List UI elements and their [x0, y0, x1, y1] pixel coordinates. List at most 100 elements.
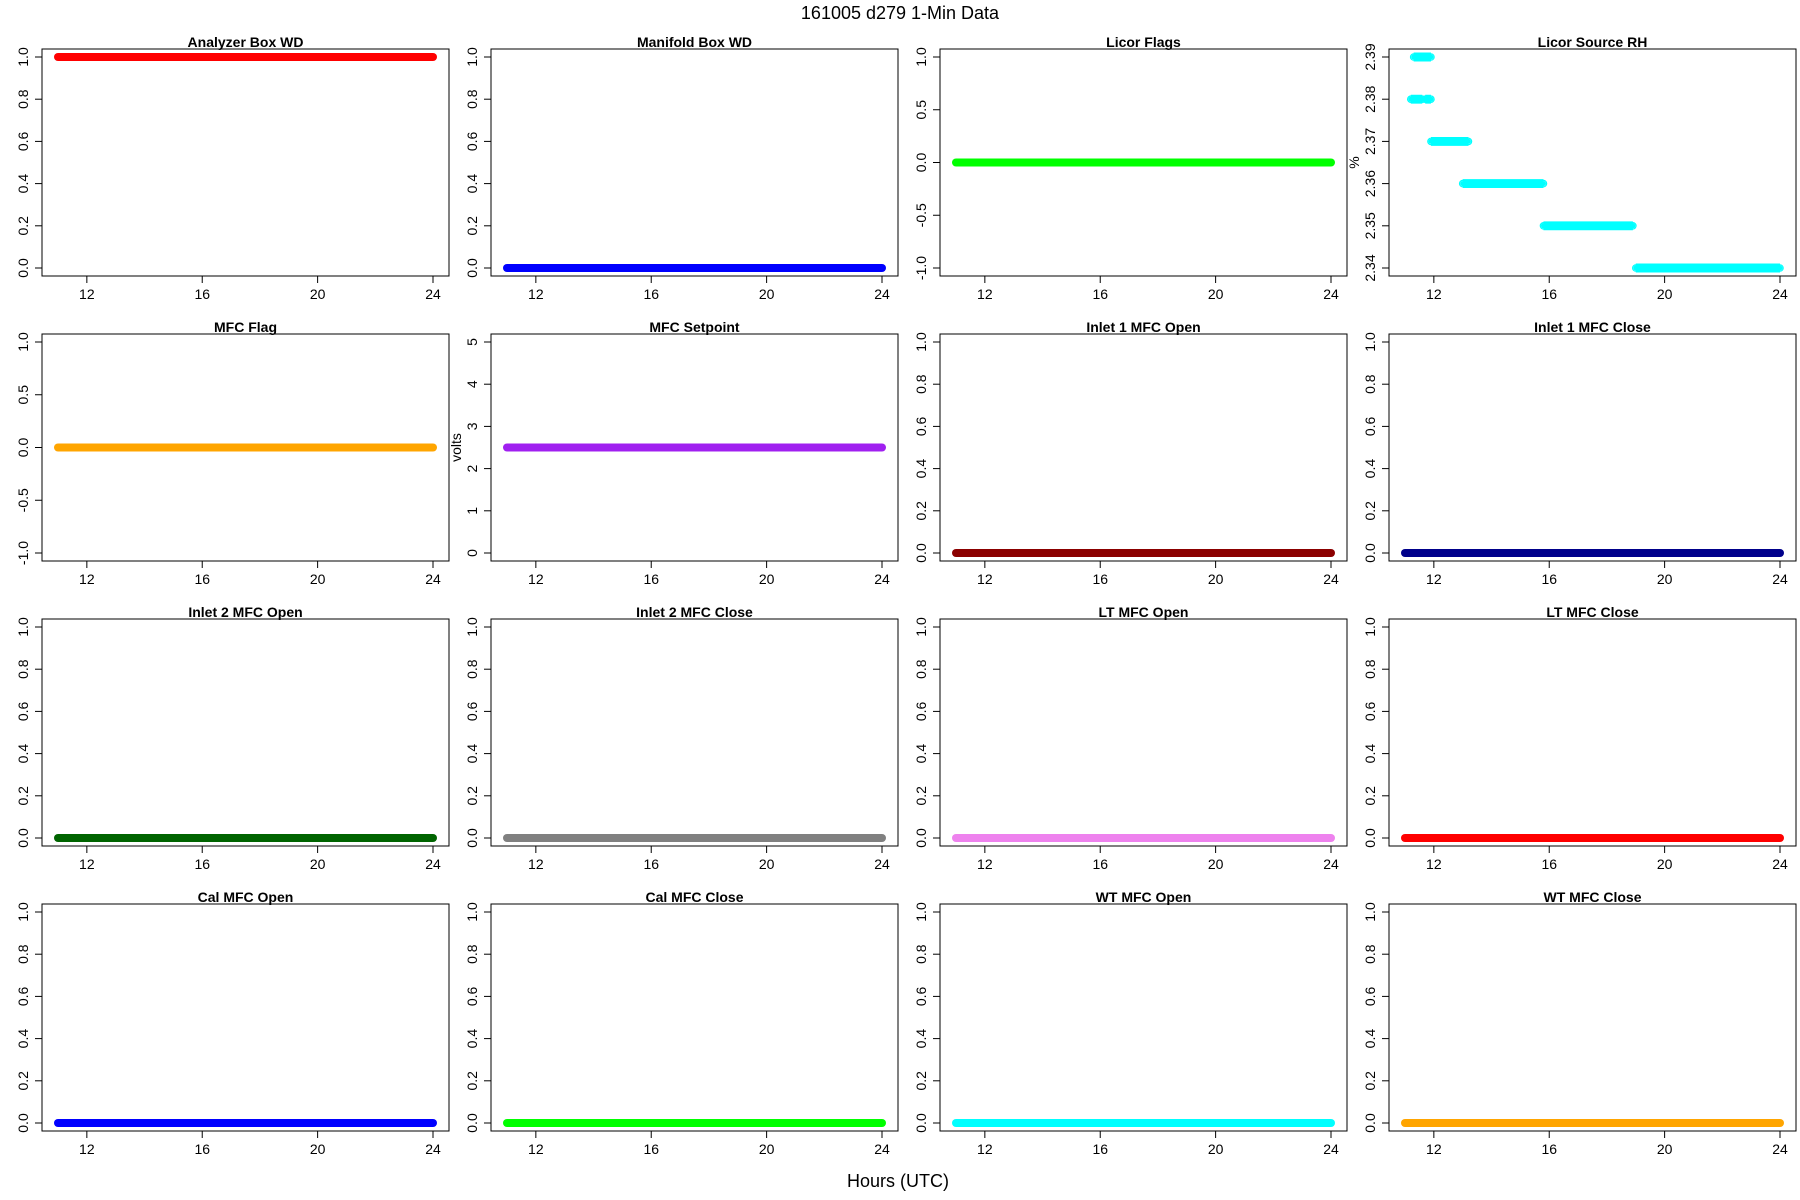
- y-tick-label: 0.6: [1362, 416, 1378, 436]
- x-tick-label: 12: [528, 856, 544, 872]
- y-tick-label: 0.2: [464, 786, 480, 806]
- x-tick-label: 16: [643, 1141, 659, 1157]
- chart-panel: WT MFC Open 12 16 20 24 0.0 0.2 0.4 0.6 0.8 1.0: [913, 889, 1348, 1157]
- plot-frame: [1388, 48, 1797, 277]
- x-tick-label: 20: [759, 856, 775, 872]
- y-tick-label: 0.0: [1362, 543, 1378, 563]
- chart-panel: Inlet 1 MFC Close 12 16 20 24 0.0 0.2 0.4 0.6 0.8…: [1362, 319, 1797, 587]
- y-tick-label: 0.8: [1362, 659, 1378, 679]
- panel-title: WT MFC Close: [1544, 889, 1642, 905]
- y-tick-label: 0.5: [15, 385, 31, 405]
- y-tick-label: 0.8: [464, 944, 480, 964]
- y-tick-label: 0.6: [464, 701, 480, 721]
- x-tick-label: 12: [977, 286, 993, 302]
- y-tick-label: 0.6: [464, 986, 480, 1006]
- y-tick-label: 1.0: [15, 332, 31, 352]
- x-tick-label: 20: [1208, 1141, 1224, 1157]
- y-tick-label: 0.4: [15, 1029, 31, 1049]
- y-tick-label: 0.8: [1362, 374, 1378, 394]
- plot-frame: [939, 903, 1348, 1132]
- y-tick-label: 1.0: [464, 617, 480, 637]
- y-tick-label: 1.0: [464, 902, 480, 922]
- y-tick-label: 0.0: [913, 828, 929, 848]
- y-tick-label: 0.4: [913, 1029, 929, 1049]
- x-tick-label: 16: [643, 571, 659, 587]
- y-tick-label: 0.4: [15, 174, 31, 194]
- panel-title: Manifold Box WD: [637, 34, 752, 50]
- y-tick-label: 0.4: [464, 744, 480, 764]
- x-tick-label: 24: [1772, 1141, 1788, 1157]
- y-tick-label: 2.34: [1362, 254, 1378, 281]
- y-tick-label: 2.35: [1362, 212, 1378, 239]
- plot-frame: [41, 48, 450, 277]
- x-tick-label: 12: [528, 286, 544, 302]
- y-tick-label: 0.8: [464, 89, 480, 109]
- y-tick-label: -0.5: [913, 203, 929, 227]
- y-axis-label: volts: [448, 433, 464, 462]
- y-tick-label: 1: [464, 507, 480, 515]
- x-tick-label: 12: [1426, 1141, 1442, 1157]
- y-tick-label: 1.0: [15, 902, 31, 922]
- x-tick-label: 16: [1541, 1141, 1557, 1157]
- y-tick-label: 1.0: [15, 47, 31, 67]
- y-tick-label: 0.2: [15, 786, 31, 806]
- y-tick-label: 0: [464, 549, 480, 557]
- y-tick-label: 0.0: [913, 543, 929, 563]
- x-tick-label: 16: [194, 571, 210, 587]
- y-tick-label: 0.0: [464, 1113, 480, 1133]
- x-tick-label: 12: [1426, 286, 1442, 302]
- y-tick-label: 1.0: [15, 617, 31, 637]
- x-tick-label: 12: [1426, 856, 1442, 872]
- x-tick-label: 20: [1657, 571, 1673, 587]
- x-tick-label: 20: [1208, 571, 1224, 587]
- panel-title: Cal MFC Close: [645, 889, 743, 905]
- x-tick-label: 24: [425, 1141, 441, 1157]
- panel-title: LT MFC Close: [1546, 604, 1639, 620]
- x-tick-label: 20: [759, 571, 775, 587]
- x-tick-label: 16: [1541, 856, 1557, 872]
- plot-frame: [41, 618, 450, 847]
- x-tick-label: 16: [1092, 286, 1108, 302]
- y-tick-label: 1.0: [913, 617, 929, 637]
- y-tick-label: 0.5: [913, 100, 929, 120]
- x-tick-label: 20: [759, 286, 775, 302]
- x-tick-label: 24: [1323, 571, 1339, 587]
- x-tick-label: 12: [977, 856, 993, 872]
- y-tick-label: 0.8: [913, 659, 929, 679]
- y-tick-label: 2.36: [1362, 170, 1378, 197]
- x-tick-label: 20: [1657, 286, 1673, 302]
- y-tick-label: 0.0: [1362, 828, 1378, 848]
- plot-frame: [490, 333, 899, 562]
- chart-panel: LT MFC Close 12 16 20 24 0.0 0.2 0.4 0.6 0.8 1.0: [1362, 604, 1797, 872]
- x-tick-label: 20: [310, 286, 326, 302]
- x-tick-label: 12: [79, 856, 95, 872]
- panel-title: Analyzer Box WD: [188, 34, 304, 50]
- x-tick-label: 24: [425, 856, 441, 872]
- chart-panel: Inlet 1 MFC Open 12 16 20 24 0.0 0.2 0.4 0.6 0.8 1…: [913, 319, 1348, 587]
- y-tick-label: 0.8: [15, 944, 31, 964]
- y-tick-label: 0.4: [464, 1029, 480, 1049]
- y-tick-label: 0.6: [1362, 986, 1378, 1006]
- y-tick-label: 0.8: [1362, 944, 1378, 964]
- chart-panel: LT MFC Open 12 16 20 24 0.0 0.2 0.4 0.6 0.8 1.0: [913, 604, 1348, 872]
- y-tick-label: 4: [464, 380, 480, 388]
- panel-grid: Analyzer Box WD 12 16 20 24 0.0 0.2 0.4 0.6 0.8 1.…: [15, 34, 1797, 1157]
- y-tick-label: 0.8: [15, 89, 31, 109]
- y-tick-label: 0.4: [913, 459, 929, 479]
- x-tick-label: 20: [1208, 856, 1224, 872]
- x-tick-label: 24: [1323, 1141, 1339, 1157]
- x-tick-label: 16: [1541, 571, 1557, 587]
- y-tick-label: 0.2: [913, 1071, 929, 1091]
- y-tick-label: 0.4: [1362, 459, 1378, 479]
- y-tick-label: 0.0: [464, 258, 480, 278]
- y-tick-label: 2.39: [1362, 43, 1378, 70]
- y-tick-label: 0.2: [913, 786, 929, 806]
- x-tick-label: 20: [1657, 856, 1673, 872]
- chart-panel: Analyzer Box WD 12 16 20 24 0.0 0.2 0.4 0.6 0.8 1.…: [15, 34, 450, 302]
- y-tick-label: 0.2: [913, 501, 929, 521]
- panel-title: Inlet 1 MFC Close: [1534, 319, 1651, 335]
- y-tick-label: 0.4: [1362, 1029, 1378, 1049]
- y-tick-label: 0.2: [15, 1071, 31, 1091]
